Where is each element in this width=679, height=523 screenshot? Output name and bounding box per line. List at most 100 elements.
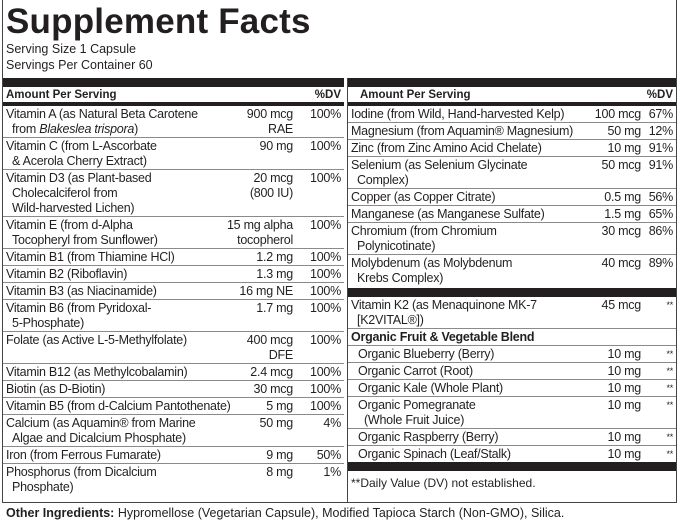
nutrient-amount: 9 mg <box>260 448 293 463</box>
nutrient-row: Molybdenum (as Molybdenum Krebs Complex) 4… <box>348 255 676 286</box>
nutrient-row: Organic Raspberry (Berry) 10 mg ** <box>348 429 676 446</box>
nutrient-amount: 10 mg <box>602 364 642 379</box>
thick-divider <box>348 462 676 471</box>
amount-line: 16 mg NE <box>239 284 293 298</box>
name-line: Magnesium (from Aquamin® Magnesium) <box>351 124 574 138</box>
nutrient-dv: 50% <box>316 448 342 462</box>
amount-line: 10 mg <box>607 430 642 444</box>
serving-size: Serving Size 1 Capsule <box>6 42 136 56</box>
nutrient-name: Chromium (from Chromium Polynicotinate) <box>351 224 497 254</box>
amount-line: 2.4 mcg <box>250 365 293 379</box>
name-line: Organic Kale (Whole Plant) <box>358 381 503 395</box>
left-column: Amount Per Serving %DV Vitamin A (as Nat… <box>3 78 344 495</box>
thick-divider <box>348 288 676 297</box>
amount-line: 10 mg <box>607 381 642 395</box>
other-ingredients-text: Hypromellose (Vegetarian Capsule), Modif… <box>114 506 565 520</box>
name-line: Organic Blueberry (Berry) <box>358 347 495 361</box>
amount-line: 30 mcg <box>601 224 642 238</box>
dv-header: %DV <box>314 89 341 101</box>
amount-per-serving-header: Amount Per Serving <box>6 89 117 101</box>
nutrient-row: Folate (as Active L-5-Methylfolate) 400 m… <box>3 332 344 364</box>
nutrient-name: Vitamin B3 (as Niacinamide) <box>6 284 157 299</box>
name-line: Vitamin B2 (Riboflavin) <box>6 267 128 281</box>
nutrient-row: Vitamin C (from L-Ascorbate & Acerola Che… <box>3 138 344 170</box>
k2-section: Vitamin K2 (as Menaquinone MK-7 [K2VITAL®… <box>348 297 676 329</box>
nutrient-row: Vitamin D3 (as Plant-based Cholecalcifero… <box>3 170 344 217</box>
nutrient-amount: 900 mcg RAE <box>241 107 293 137</box>
amount-line: 10 mg <box>607 141 642 155</box>
name-line: Copper (as Copper Citrate) <box>351 190 496 204</box>
nutrient-amount: 16 mg NE <box>233 284 293 299</box>
amount-line: RAE <box>268 122 293 136</box>
nutrient-dv: 100% <box>310 284 341 298</box>
nutrient-name: Vitamin K2 (as Menaquinone MK-7 [K2VITAL®… <box>351 298 537 328</box>
name-line: Organic Raspberry (Berry) <box>358 430 499 444</box>
nutrient-name: Molybdenum (as Molybdenum Krebs Complex) <box>351 256 512 286</box>
nutrient-row: Calcium (as Aquamin® from Marine Algae an… <box>3 415 344 447</box>
nutrient-dv: 100% <box>310 218 341 232</box>
amount-line: 8 mg <box>266 465 293 479</box>
nutrient-name: Organic Spinach (Leaf/Stalk) <box>358 447 511 462</box>
thick-divider <box>3 78 344 87</box>
amount-line: 1.5 mg <box>604 207 641 221</box>
nutrient-row: Organic Spinach (Leaf/Stalk) 10 mg ** <box>348 446 676 462</box>
nutrient-dv: ** <box>666 300 673 310</box>
amount-line: 90 mg <box>259 139 294 153</box>
nutrient-row: Organic Blueberry (Berry) 10 mg ** <box>348 346 676 363</box>
name-line: Vitamin E (from d-Alpha <box>6 218 133 232</box>
nutrient-name: Iodine (from Wild, Hand-harvested Kelp) <box>351 107 565 122</box>
nutrient-amount: 1.7 mg <box>250 301 293 331</box>
name-line: Vitamin B3 (as Niacinamide) <box>6 284 157 298</box>
name-line: Iron (from Ferrous Fumarate) <box>6 448 161 462</box>
nutrient-amount: 50 mcg <box>596 158 642 188</box>
nutrient-name: Vitamin B6 (from Pyridoxal- 5-Phosphate) <box>6 301 151 331</box>
nutrient-row: Organic Kale (Whole Plant) 10 mg ** <box>348 380 676 397</box>
thick-divider <box>348 78 676 87</box>
amount-line: 30 mcg <box>253 382 294 396</box>
nutrient-dv: ** <box>666 383 673 393</box>
nutrient-name: Vitamin B12 (as Methylcobalamin) <box>6 365 188 380</box>
amount-line: 40 mcg <box>601 256 642 270</box>
nutrient-dv: 12% <box>648 124 674 138</box>
nutrient-row: Organic Carrot (Root) 10 mg ** <box>348 363 676 380</box>
nutrient-name: Iron (from Ferrous Fumarate) <box>6 448 161 463</box>
amount-line: 1.2 mg <box>256 250 293 264</box>
name-line: Selenium (as Selenium Glycinate <box>351 158 528 172</box>
name-line: Organic Spinach (Leaf/Stalk) <box>358 447 511 461</box>
nutrient-row: Chromium (from Chromium Polynicotinate) 30… <box>348 223 676 255</box>
nutrient-name: Calcium (as Aquamin® from Marine Algae an… <box>6 416 196 446</box>
nutrient-dv: 100% <box>310 107 341 121</box>
nutrient-dv: 100% <box>310 139 341 153</box>
nutrient-dv: 56% <box>648 190 674 204</box>
nutrient-row: Biotin (as D-Biotin) 30 mcg 100% <box>3 381 344 398</box>
nutrient-name: Organic Blueberry (Berry) <box>358 347 494 362</box>
nutrient-row: Vitamin B2 (Riboflavin) 1.3 mg 100% <box>3 266 344 283</box>
name-line: Vitamin D3 (as Plant-based <box>6 171 152 185</box>
name-line: Vitamin K2 (as Menaquinone MK-7 <box>351 298 537 312</box>
nutrient-row: Phosphorus (from Dicalcium Phosphate) 8 mg… <box>3 464 344 495</box>
nutrient-amount: 1.3 mg <box>250 267 293 282</box>
nutrient-row: Vitamin E (from d-Alpha Tocopheryl from S… <box>3 217 344 249</box>
nutrient-name: Organic Raspberry (Berry) <box>358 430 499 445</box>
dv-header: %DV <box>646 89 673 101</box>
nutrient-amount: 50 mg <box>602 124 642 139</box>
amount-line: 45 mcg <box>601 298 642 312</box>
nutrient-row: Vitamin B5 (from d-Calcium Pantothenate)… <box>3 398 344 415</box>
nutrient-name: Folate (as Active L-5-Methylfolate) <box>6 333 187 363</box>
amount-line: 9 mg <box>266 448 293 462</box>
nutrient-name: Magnesium (from Aquamin® Magnesium) <box>351 124 573 139</box>
name-line: Algae and Dicalcium Phosphate) <box>12 431 186 445</box>
other-ingredients-label: Other Ingredients: <box>6 506 115 520</box>
nutrient-name: Copper (as Copper Citrate) <box>351 190 496 205</box>
name-line: Folate (as Active L-5-Methylfolate) <box>6 333 187 347</box>
amount-line: 50 mg <box>259 416 294 430</box>
nutrient-amount: 8 mg <box>260 465 293 495</box>
nutrient-amount: 30 mcg <box>248 382 294 397</box>
nutrient-dv: ** <box>666 449 673 459</box>
nutrient-name: Vitamin E (from d-Alpha Tocopheryl from S… <box>6 218 158 248</box>
nutrient-name: Vitamin A (as Natural Beta Carotene from … <box>6 107 198 137</box>
nutrient-amount: 10 mg <box>602 347 642 362</box>
name-line: Vitamin B1 (from Thiamine HCl) <box>6 250 175 264</box>
nutrient-row: Zinc (from Zinc Amino Acid Chelate) 10 mg… <box>348 140 676 157</box>
name-line: Cholecalciferol from <box>12 186 118 200</box>
